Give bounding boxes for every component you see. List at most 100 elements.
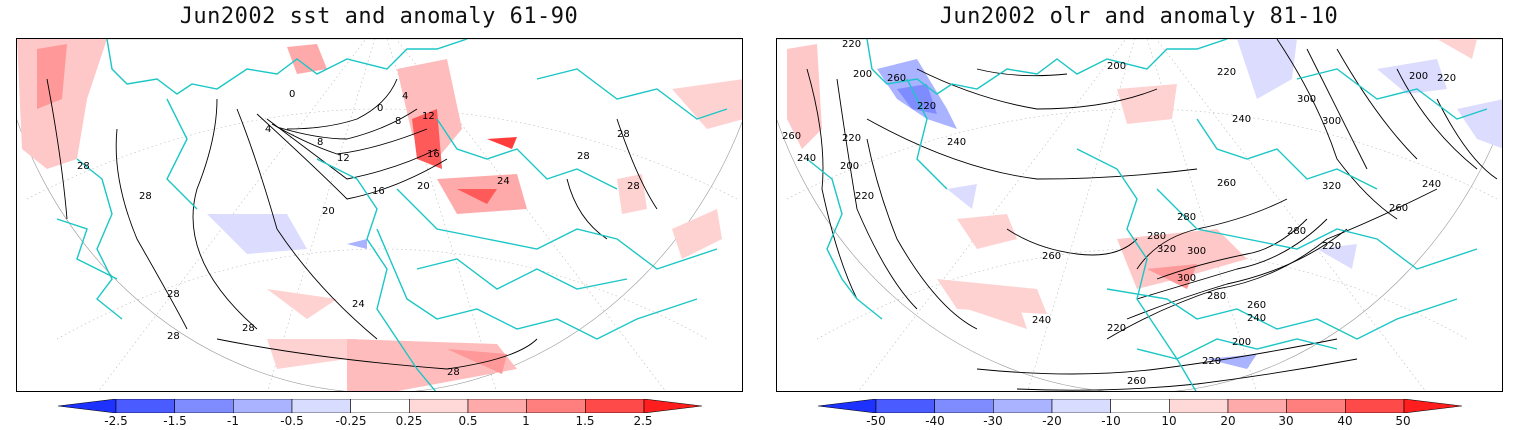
- coastlines: [56, 39, 728, 391]
- sst-map: 28 28 28 28 28 28 24 20 16 12 8 4 0 8 12…: [16, 38, 743, 392]
- colorbar-arrow-low: [817, 398, 877, 414]
- contour-label: 300: [1187, 246, 1206, 257]
- colorbar-tick-label: 50: [1395, 414, 1411, 428]
- contour-label: 28: [447, 367, 460, 378]
- contour-label: 200: [840, 161, 859, 172]
- contour-label: 16: [427, 149, 440, 160]
- colorbar-segment: [934, 398, 994, 414]
- contour-label: 28: [577, 151, 590, 162]
- contour-label: 220: [1322, 241, 1341, 252]
- contour-label: 12: [422, 111, 435, 122]
- olr-map: 220 200 260 220 260 240 220 200 220 240 …: [776, 38, 1503, 392]
- colorbar-tick-label: 1.5: [575, 414, 595, 428]
- sst-contours: [46, 78, 658, 370]
- contour-label: 300: [1177, 273, 1196, 284]
- colorbar-tick-label: 40: [1337, 414, 1353, 428]
- colorbar-tick-label: 0.25: [395, 414, 423, 428]
- contour-label: 28: [167, 331, 180, 342]
- colorbar-segment: [115, 398, 175, 414]
- colorbar-tick-label: 0.5: [458, 414, 478, 428]
- colorbar-tick-label: -1.5: [163, 414, 187, 428]
- contour-label: 8: [395, 116, 401, 127]
- contour-label: 28: [167, 289, 180, 300]
- contour-label: 4: [265, 124, 271, 135]
- contour-label: 0: [289, 89, 295, 100]
- contour-label: 24: [497, 176, 510, 187]
- contour-label: 220: [1437, 73, 1456, 84]
- colorbar-segment: [233, 398, 293, 414]
- colorbar-tick-label: -0.25: [335, 414, 367, 428]
- contour-label: 0: [377, 103, 383, 114]
- colorbar-tick-label: -30: [983, 414, 1003, 428]
- colorbar-segment: [585, 398, 645, 414]
- contour-label: 8: [317, 137, 323, 148]
- colorbar-segment: [1169, 398, 1229, 414]
- colorbar-tick-label: 20: [1220, 414, 1236, 428]
- anomaly-shading: [787, 39, 1502, 369]
- contour-label: 200: [1409, 71, 1428, 82]
- contour-label: 320: [1157, 244, 1176, 255]
- contour-label: 20: [322, 206, 335, 217]
- contour-label: 260: [887, 73, 906, 84]
- contour-label: 4: [402, 91, 408, 102]
- contour-label: 220: [1217, 67, 1236, 78]
- contour-label: 220: [855, 191, 874, 202]
- colorbar-segment: [875, 398, 935, 414]
- colorbar-tick-label: -50: [866, 414, 886, 428]
- contour-label: 220: [842, 39, 861, 50]
- colorbar-tick-label: -10: [1101, 414, 1121, 428]
- contour-label: 260: [1247, 300, 1266, 311]
- olr-colorbar: [817, 398, 1463, 414]
- contour-label: 220: [917, 101, 936, 112]
- colorbar-segment: [350, 398, 410, 414]
- contour-label: 320: [1322, 181, 1341, 192]
- olr-contour-labels: 220 200 260 220 260 240 220 200 220 240 …: [782, 39, 1456, 387]
- colorbar-tick-label: -40: [925, 414, 945, 428]
- contour-label: 28: [242, 323, 255, 334]
- colorbar-segment: [409, 398, 469, 414]
- panel-title-sst: Jun2002 sst and anomaly 61-90: [179, 4, 579, 29]
- colorbar-tick-label: -2.5: [104, 414, 128, 428]
- contour-label: 200: [853, 69, 872, 80]
- contour-label: 28: [77, 161, 90, 172]
- contour-label: 28: [617, 129, 630, 140]
- contour-label: 200: [1232, 337, 1251, 348]
- colorbar-segment: [1051, 398, 1111, 414]
- contour-label: 260: [1217, 178, 1236, 189]
- olr-colorbar-labels: -50 -40 -30 -20 -10 10 20 30 40 50: [818, 414, 1462, 430]
- colorbar-tick-label: -20: [1042, 414, 1062, 428]
- contour-label: 260: [782, 131, 801, 142]
- colorbar-tick-label: 10: [1161, 414, 1177, 428]
- colorbar-segment: [1345, 398, 1405, 414]
- colorbar-arrow-high: [1403, 398, 1463, 414]
- contour-label: 220: [1107, 323, 1126, 334]
- coastlines: [806, 39, 1488, 391]
- anomaly-shading: [17, 39, 742, 391]
- contour-label: 220: [842, 133, 861, 144]
- contour-label: 260: [1042, 251, 1061, 262]
- contour-label: 240: [1422, 179, 1441, 190]
- contour-label: 200: [1107, 61, 1126, 72]
- colorbar-segment: [993, 398, 1053, 414]
- contour-label: 280: [1287, 226, 1306, 237]
- colorbar-tick-label: 30: [1278, 414, 1294, 428]
- colorbar-arrow-low: [57, 398, 117, 414]
- contour-label: 260: [1127, 376, 1146, 387]
- colorbar-tick-label: 2.5: [633, 414, 653, 428]
- contour-label: 20: [417, 181, 430, 192]
- colorbar-tick-label: 1: [522, 414, 530, 428]
- contour-label: 240: [947, 137, 966, 148]
- contour-label: 28: [139, 191, 152, 202]
- colorbar-segment: [1110, 398, 1170, 414]
- colorbar-segment: [1286, 398, 1346, 414]
- colorbar-arrow-high: [643, 398, 703, 414]
- contour-label: 240: [797, 153, 816, 164]
- colorbar-tick-label: -0.5: [280, 414, 304, 428]
- contour-label: 280: [1177, 212, 1196, 223]
- colorbar-segment: [526, 398, 586, 414]
- contour-label: 260: [1389, 203, 1408, 214]
- contour-label: 16: [372, 186, 385, 197]
- contour-label: 12: [337, 153, 350, 164]
- colorbar-segment: [174, 398, 234, 414]
- contour-label: 280: [1207, 291, 1226, 302]
